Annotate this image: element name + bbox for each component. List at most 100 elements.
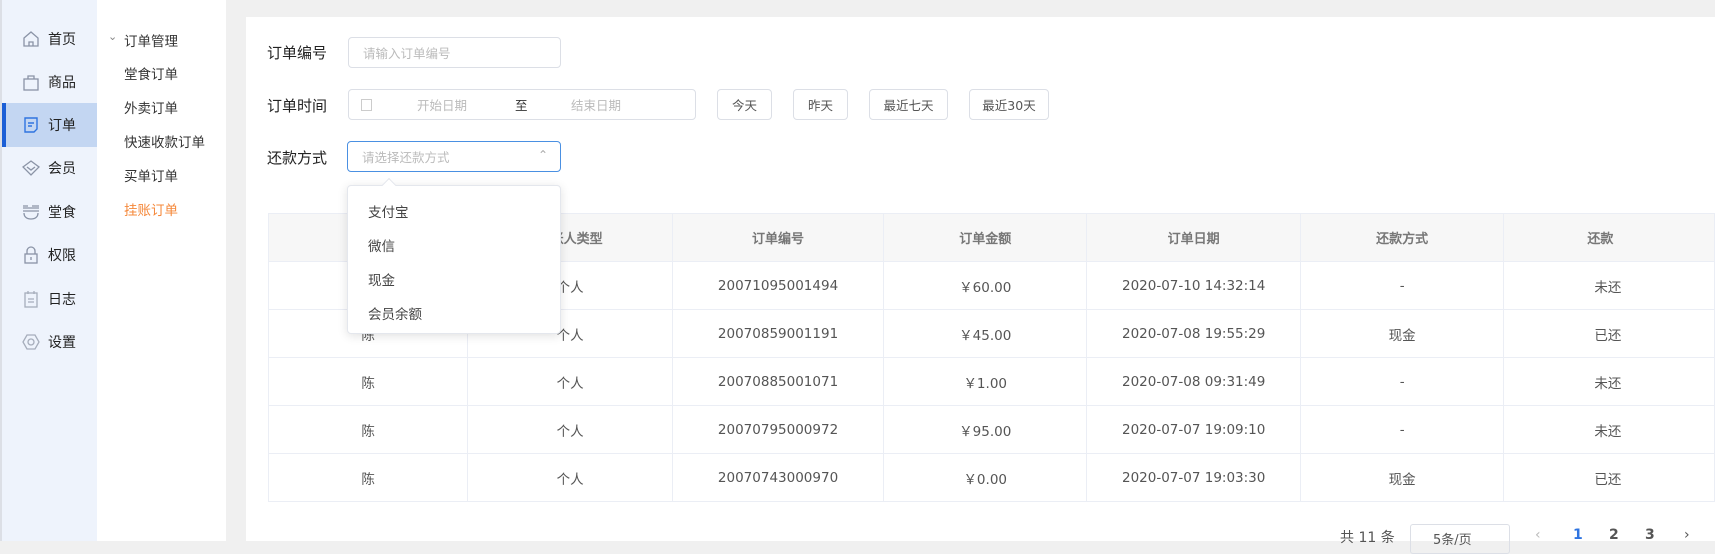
page-2[interactable]: 2 bbox=[1609, 527, 1619, 543]
next-page-icon[interactable]: › bbox=[1684, 527, 1690, 543]
cell-name: 陈 bbox=[267, 405, 469, 454]
submenu-item-bill-orders[interactable]: 买单订单 bbox=[124, 169, 178, 185]
yesterday-button[interactable]: 昨天 bbox=[793, 89, 848, 120]
submenu-group-order-management[interactable]: 订单管理 bbox=[124, 34, 178, 50]
nav-label: 首页 bbox=[48, 32, 76, 48]
cell-order-no: 20070859001191 bbox=[672, 309, 884, 358]
nav-settings[interactable]: 设置 bbox=[2, 320, 97, 364]
order-document-icon bbox=[24, 117, 38, 133]
submenu-item-dinein-orders[interactable]: 堂食订单 bbox=[124, 67, 178, 83]
settings-hexagon-icon bbox=[22, 334, 40, 350]
cell-repay-status: 未还 bbox=[1503, 261, 1715, 310]
nav-label: 商品 bbox=[48, 75, 76, 91]
cell-repay-method: 现金 bbox=[1299, 453, 1505, 502]
chevron-up-icon: ⌃ bbox=[537, 148, 548, 162]
cell-order-no: 20070743000970 bbox=[672, 453, 884, 502]
start-date-input[interactable]: 开始日期 bbox=[417, 98, 468, 113]
page-3[interactable]: 3 bbox=[1645, 527, 1655, 543]
cell-payer-type: 个人 bbox=[467, 453, 674, 502]
order-no-label: 订单编号 bbox=[267, 44, 328, 62]
cell-amount: ￥45.00 bbox=[882, 309, 1088, 358]
repay-method-placeholder: 请选择还款方式 bbox=[362, 150, 450, 165]
end-date-input[interactable]: 结束日期 bbox=[571, 98, 622, 113]
cell-date: 2020-07-07 19:03:30 bbox=[1086, 453, 1301, 502]
table-row: 陈个人 20070885001071 ￥1.00 2020-07-08 09:31:4… bbox=[267, 357, 1715, 406]
nav-members[interactable]: 会员 bbox=[2, 146, 97, 190]
header-amount: 订单金额 bbox=[882, 213, 1088, 262]
cell-date: 2020-07-10 14:32:14 bbox=[1086, 261, 1301, 310]
nav-orders[interactable]: 订单 bbox=[2, 103, 97, 147]
cell-order-no: 20070795000972 bbox=[672, 405, 884, 454]
chevron-down-icon[interactable]: ⌄ bbox=[108, 30, 118, 43]
last-7-days-button[interactable]: 最近七天 bbox=[869, 89, 948, 120]
option-wechat[interactable]: 微信 bbox=[368, 239, 395, 255]
option-alipay[interactable]: 支付宝 bbox=[368, 205, 409, 221]
option-cash[interactable]: 现金 bbox=[368, 273, 395, 289]
today-button[interactable]: 今天 bbox=[717, 89, 772, 120]
header-date: 订单日期 bbox=[1086, 213, 1301, 262]
cell-repay-method: 现金 bbox=[1299, 309, 1505, 358]
cell-date: 2020-07-07 19:09:10 bbox=[1086, 405, 1301, 454]
cell-name: 陈 bbox=[267, 453, 469, 502]
submenu: ⌄ 订单管理 堂食订单 外卖订单 快速收款订单 买单订单 挂账订单 bbox=[97, 0, 226, 541]
cell-date: 2020-07-08 09:31:49 bbox=[1086, 357, 1301, 406]
header-repay-status: 还款 bbox=[1503, 213, 1715, 262]
table-row: 陈个人 20070795000972 ￥95.00 2020-07-07 19:09:… bbox=[267, 405, 1715, 454]
date-range-picker[interactable]: 开始日期 至 结束日期 bbox=[348, 89, 696, 120]
cell-repay-status: 未还 bbox=[1503, 405, 1715, 454]
bowl-icon bbox=[23, 205, 39, 220]
page-1[interactable]: 1 bbox=[1573, 527, 1583, 543]
nav-label: 订单 bbox=[48, 118, 76, 134]
prev-page-icon[interactable]: ‹ bbox=[1535, 527, 1541, 543]
nav-home[interactable]: 首页 bbox=[2, 17, 97, 61]
nav-label: 堂食 bbox=[48, 205, 76, 221]
option-member-balance[interactable]: 会员余额 bbox=[368, 307, 422, 323]
range-separator: 至 bbox=[515, 98, 528, 113]
order-time-label: 订单时间 bbox=[267, 97, 328, 115]
nav-logs[interactable]: 日志 bbox=[2, 277, 97, 321]
nav-products[interactable]: 商品 bbox=[2, 60, 97, 104]
home-icon bbox=[23, 31, 39, 47]
nav-label: 会员 bbox=[48, 161, 76, 177]
nav-label: 权限 bbox=[48, 248, 76, 264]
order-no-input[interactable]: 请输入订单编号 bbox=[348, 37, 561, 68]
nav-dinein[interactable]: 堂食 bbox=[2, 190, 97, 234]
repay-method-dropdown: 支付宝 微信 现金 会员余额 bbox=[347, 177, 561, 334]
table-row: 陈个人 20070743000970 ￥0.00 2020-07-07 19:03:3… bbox=[267, 453, 1715, 502]
table-row: 陈个人 20070859001191 ￥45.00 2020-07-08 19:55:… bbox=[267, 309, 1715, 358]
repay-method-select[interactable]: 请选择还款方式 ⌃ bbox=[347, 141, 561, 172]
header-order-no: 订单编号 bbox=[672, 213, 884, 262]
cell-repay-method: - bbox=[1299, 405, 1505, 454]
header-repay-method: 还款方式 bbox=[1299, 213, 1505, 262]
nav-label: 设置 bbox=[48, 335, 76, 351]
cell-repay-status: 已还 bbox=[1503, 453, 1715, 502]
cell-amount: ￥0.00 bbox=[882, 453, 1088, 502]
calendar-icon bbox=[361, 99, 372, 111]
sidebar: 首页 商品 订单 会员 堂食 权限 日志 设置 bbox=[0, 0, 97, 541]
nav-label: 日志 bbox=[48, 292, 76, 308]
diamond-icon bbox=[22, 160, 40, 176]
cell-payer-type: 个人 bbox=[467, 405, 674, 454]
cell-name: 陈 bbox=[267, 357, 469, 406]
submenu-item-takeout-orders[interactable]: 外卖订单 bbox=[124, 101, 178, 117]
nav-permissions[interactable]: 权限 bbox=[2, 233, 97, 277]
cell-order-no: 20071095001494 bbox=[672, 261, 884, 310]
lock-icon bbox=[24, 246, 38, 264]
total-count: 共 11 条 bbox=[1340, 530, 1395, 546]
cell-order-no: 20070885001071 bbox=[672, 357, 884, 406]
clipboard-icon bbox=[24, 291, 38, 308]
cell-repay-status: 已还 bbox=[1503, 309, 1715, 358]
last-30-days-button[interactable]: 最近30天 bbox=[969, 89, 1049, 120]
page-size-select[interactable]: 5条/页 bbox=[1410, 524, 1510, 554]
cell-repay-method: - bbox=[1299, 357, 1505, 406]
cell-date: 2020-07-08 19:55:29 bbox=[1086, 309, 1301, 358]
submenu-item-quick-pay-orders[interactable]: 快速收款订单 bbox=[124, 135, 205, 151]
cell-amount: ￥1.00 bbox=[882, 357, 1088, 406]
shopping-bag-icon bbox=[23, 75, 39, 91]
cell-amount: ￥60.00 bbox=[882, 261, 1088, 310]
cell-repay-method: - bbox=[1299, 261, 1505, 310]
cell-repay-status: 未还 bbox=[1503, 357, 1715, 406]
submenu-item-credit-orders[interactable]: 挂账订单 bbox=[124, 203, 178, 219]
cell-amount: ￥95.00 bbox=[882, 405, 1088, 454]
cell-payer-type: 个人 bbox=[467, 357, 674, 406]
